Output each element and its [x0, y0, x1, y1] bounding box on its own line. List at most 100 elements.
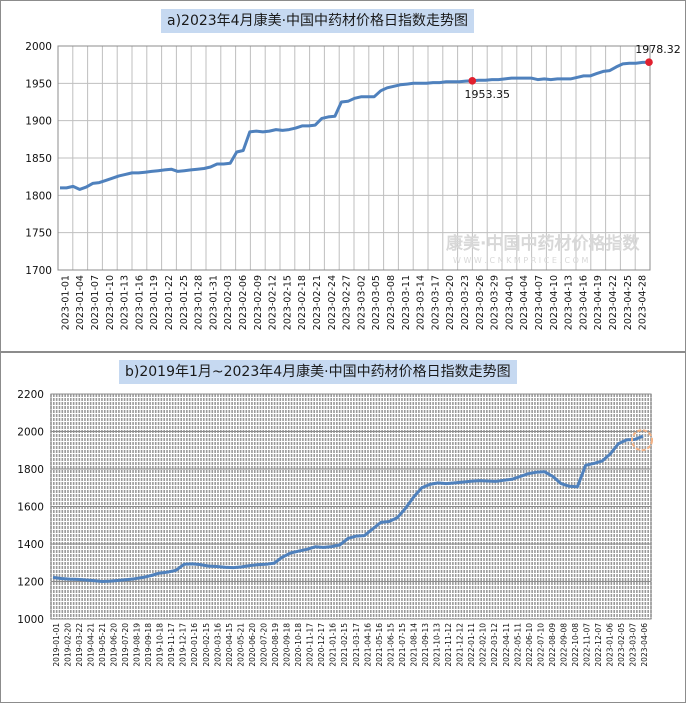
x-tick-label: 2023-04-06 [640, 623, 649, 667]
y-tick-label: 1900 [25, 116, 52, 128]
y-tick-label: 2000 [17, 427, 44, 439]
x-tick-label: 2021-12-12 [456, 623, 465, 667]
x-tick-label: 2023-02-27 [342, 275, 353, 330]
plot-area-border [57, 45, 651, 271]
x-tick-label: 2023-03-20 [445, 275, 456, 330]
x-tick-label: 2021-09-13 [421, 623, 430, 667]
x-tick-label: 2023-02-12 [268, 275, 279, 330]
watermark-logo-text: 康美·中国中药材价格指数 [446, 233, 640, 254]
x-tick-label: 2023-02-18 [297, 275, 308, 330]
x-tick-label: 2021-07-15 [398, 623, 407, 667]
x-tick-label: 2023-01-01 [60, 275, 71, 330]
x-tick-label: 2023-03-14 [416, 275, 427, 330]
x-tick-label: 2021-03-17 [352, 623, 361, 667]
x-tick-label: 2019-02-20 [63, 623, 72, 667]
x-tick-label: 2020-10-18 [294, 623, 303, 667]
x-tick-label: 2021-04-16 [363, 623, 372, 667]
x-tick-label: 2021-05-16 [375, 623, 384, 667]
y-tick-label: 1800 [25, 190, 52, 202]
x-tick-label: 2020-03-16 [213, 623, 222, 667]
y-tick-label: 1850 [25, 153, 52, 165]
x-tick-label: 2019-05-21 [98, 623, 107, 667]
x-tick-label: 2023-01-16 [134, 275, 145, 330]
x-tick-label: 2023-04-19 [593, 275, 604, 330]
y-tick-label: 1400 [17, 539, 44, 551]
x-tick-label: 2020-11-17 [306, 623, 315, 667]
data-label: 1953.35 [465, 88, 511, 101]
x-tick-label: 2020-01-16 [190, 623, 199, 667]
y-tick-label: 1600 [17, 502, 44, 514]
x-tick-label: 2022-07-10 [536, 623, 545, 667]
x-tick-label: 2023-03-07 [629, 623, 638, 667]
x-tick-label: 2023-02-05 [617, 623, 626, 667]
x-tick-label: 2023-01-06 [606, 623, 615, 667]
x-tick-label: 2021-10-13 [433, 623, 442, 667]
y-tick-label: 1800 [17, 464, 44, 476]
y-tick-label: 1950 [25, 78, 52, 90]
x-tick-label: 2019-07-20 [121, 623, 130, 667]
x-tick-label: 2019-10-18 [156, 623, 165, 667]
x-tick-label: 2023-01-04 [75, 275, 86, 330]
chart-b-title: b)2019年1月~2023年4月康美·中国中药材价格日指数走势图 [119, 360, 517, 384]
x-tick-label: 2023-02-24 [327, 275, 338, 330]
plot-area-border [50, 393, 652, 620]
x-tick-label: 2021-02-15 [340, 623, 349, 667]
x-tick-label: 2019-09-18 [144, 623, 153, 667]
x-tick-label: 2020-05-21 [236, 623, 245, 667]
watermark-url: W W W . C N K M P R I C E . C O M [453, 256, 588, 265]
data-label: 1978.32 [635, 43, 681, 56]
x-tick-label: 2023-04-25 [623, 275, 634, 330]
x-tick-label: 2020-09-18 [283, 623, 292, 667]
x-tick-label: 2023-03-29 [490, 275, 501, 330]
x-tick-label: 2022-02-10 [479, 623, 488, 667]
x-tick-label: 2019-06-20 [109, 623, 118, 667]
y-tick-label: 1700 [25, 265, 52, 277]
x-tick-label: 2023-01-13 [120, 275, 131, 330]
x-tick-label: 2020-12-17 [317, 623, 326, 667]
x-tick-label: 2023-01-25 [179, 275, 190, 330]
x-tick-label: 2019-04-21 [86, 623, 95, 667]
x-tick-label: 2023-03-26 [475, 275, 486, 330]
x-tick-label: 2021-11-12 [444, 623, 453, 667]
x-tick-label: 2023-04-10 [549, 275, 560, 330]
x-tick-label: 2020-02-15 [202, 623, 211, 667]
chart-panel-b: 1000 1200 1400 1600 1800 2000 2200 2019-01-01 20… [0, 352, 686, 703]
x-tick-label: 2022-01-11 [467, 623, 476, 667]
x-tick-label: 2023-01-19 [149, 275, 160, 330]
x-tick-label: 2023-03-11 [401, 275, 412, 330]
x-tick-label: 2023-04-13 [564, 275, 575, 330]
series-line [60, 60, 650, 191]
x-tick-label: 2021-06-15 [386, 623, 395, 667]
x-tick-label: 2023-03-23 [460, 275, 471, 330]
x-tick-label: 2022-04-11 [502, 623, 511, 667]
chart-a-svg: 1700 1750 1800 1850 1900 1950 2000 康美·中国中药材价格指数… [25, 41, 681, 330]
chart-panel-a: 1700 1750 1800 1850 1900 1950 2000 康美·中国中药材价格指数… [0, 0, 686, 352]
x-tick-label: 2023-01-10 [105, 275, 116, 330]
x-tick-label: 2022-03-12 [490, 623, 499, 667]
x-tick-label: 2023-02-06 [238, 275, 249, 330]
data-point-marker [645, 58, 653, 66]
y-tick-label: 1750 [25, 228, 52, 240]
x-tick-label: 2019-11-17 [167, 623, 176, 667]
x-tick-label: 2022-05-11 [513, 623, 522, 667]
x-tick-label: 2019-01-01 [52, 623, 61, 667]
x-tick-label: 2022-08-09 [548, 623, 557, 667]
x-tick-label: 2022-09-08 [559, 623, 568, 667]
x-tick-label: 2020-07-20 [259, 623, 268, 667]
x-tick-label: 2023-04-22 [608, 275, 619, 330]
data-point-marker [468, 77, 477, 85]
x-tick-label: 2022-06-10 [525, 623, 534, 667]
x-tick-label: 2023-02-09 [253, 275, 264, 330]
x-tick-label: 2023-01-31 [208, 275, 219, 330]
y-tick-label: 2000 [25, 41, 52, 53]
x-tick-label: 2022-12-07 [594, 623, 603, 667]
y-tick-label: 2200 [17, 389, 44, 401]
x-tick-label: 2022-10-08 [571, 623, 580, 667]
x-tick-label: 2020-04-15 [225, 623, 234, 667]
y-tick-label: 1000 [17, 614, 44, 626]
x-tick-label: 2023-01-22 [164, 275, 175, 330]
x-tick-label: 2023-04-16 [578, 275, 589, 330]
x-tick-label: 2019-12-17 [179, 623, 188, 667]
x-tick-label: 2023-03-17 [430, 275, 441, 330]
